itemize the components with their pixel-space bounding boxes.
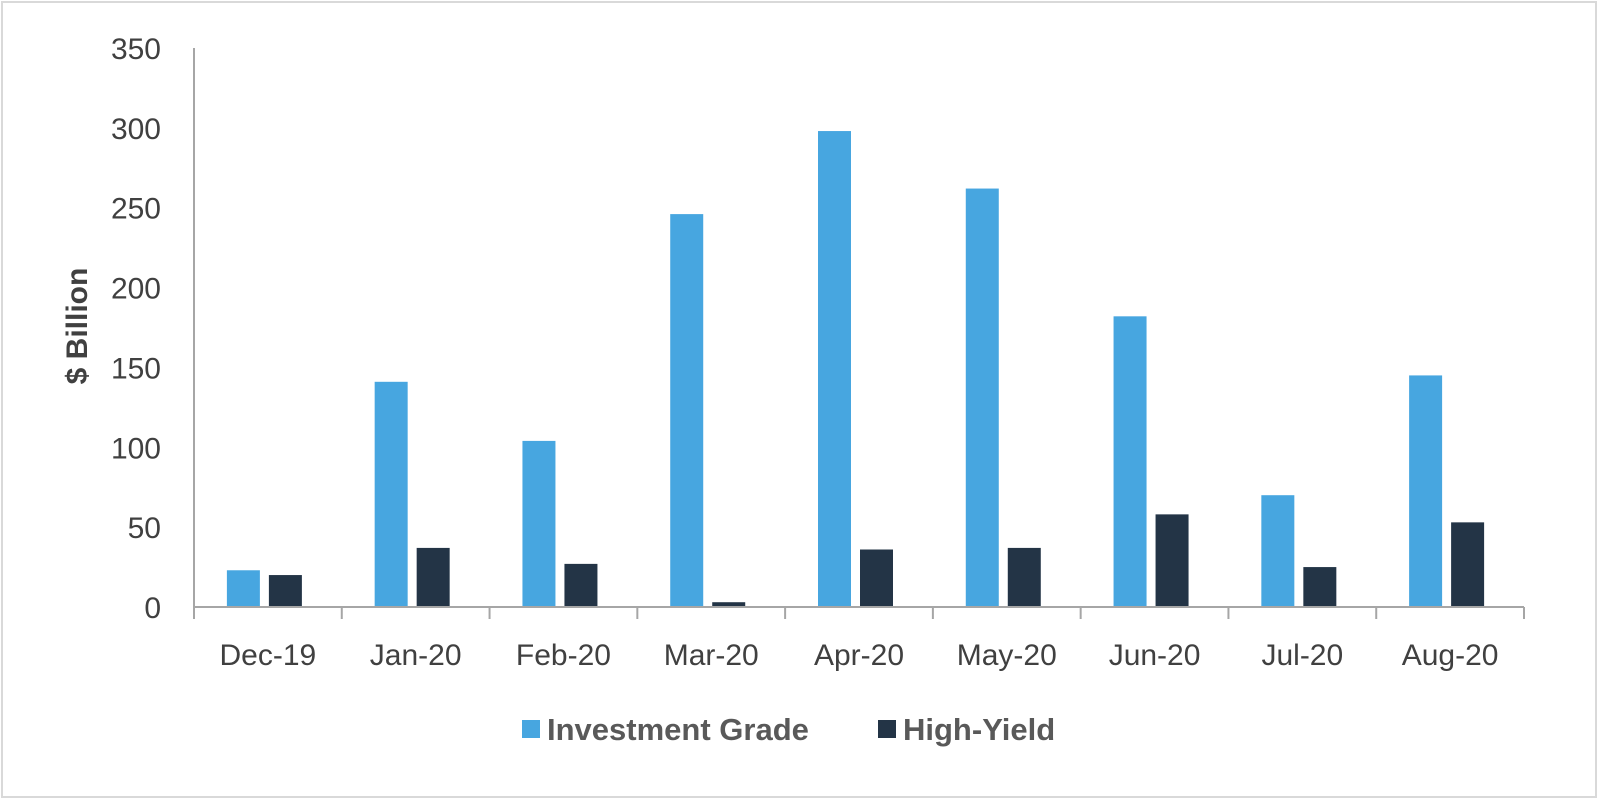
investment-grade-bar xyxy=(670,214,704,608)
y-tick-label: 200 xyxy=(111,273,161,306)
y-tick-label: 350 xyxy=(111,33,161,66)
y-tick-label: 0 xyxy=(144,592,161,625)
x-axis-tick-labels: Dec-19 Jan-20 Feb-20 Mar-20 Apr-20 May-20 Jun-… xyxy=(220,639,1499,672)
x-tick-label: Jun-20 xyxy=(1109,639,1201,672)
high-yield-bar xyxy=(1007,547,1041,607)
investment-grade-bar xyxy=(818,131,851,607)
y-tick-label: 100 xyxy=(111,432,161,465)
legend-label-investment-grade: Investment Grade xyxy=(547,712,809,747)
legend-swatch-investment-grade xyxy=(522,720,540,738)
x-tick-label: Jul-20 xyxy=(1261,639,1343,672)
high-yield-bar xyxy=(564,563,598,607)
high-yield-bar xyxy=(1155,514,1189,607)
legend: Investment Grade High-Yield xyxy=(522,712,1055,747)
x-tick-label: May-20 xyxy=(957,639,1057,672)
bar-series xyxy=(226,131,1485,608)
high-yield-bar xyxy=(860,549,893,607)
bar-chart: 0 50 100 150 200 250 300 350 Dec-19 Jan-20 Feb-20… xyxy=(61,33,1525,747)
y-tick-label: 150 xyxy=(111,352,161,385)
x-tick-label: Aug-20 xyxy=(1402,639,1499,672)
x-tick-label: Jan-20 xyxy=(370,639,462,672)
high-yield-bar xyxy=(1303,567,1337,607)
y-tick-label: 50 xyxy=(128,512,161,545)
legend-label-high-yield: High-Yield xyxy=(903,712,1055,747)
investment-grade-bar xyxy=(1113,316,1147,607)
y-axis-tick-labels: 0 50 100 150 200 250 300 350 xyxy=(111,33,161,625)
investment-grade-bar xyxy=(1409,375,1443,607)
high-yield-bar xyxy=(416,547,450,607)
axes xyxy=(193,48,1525,619)
y-tick-label: 300 xyxy=(111,113,161,146)
investment-grade-bar xyxy=(965,188,999,607)
x-tick-label: Dec-19 xyxy=(220,639,317,672)
x-tick-label: Feb-20 xyxy=(516,639,611,672)
y-tick-label: 250 xyxy=(111,193,161,226)
legend-swatch-high-yield xyxy=(878,720,896,738)
high-yield-bar xyxy=(1451,522,1485,607)
investment-grade-bar xyxy=(522,440,556,607)
high-yield-bar xyxy=(268,575,302,607)
investment-grade-bar xyxy=(226,570,260,607)
y-axis-title: $ Billion xyxy=(61,268,94,385)
investment-grade-bar xyxy=(374,381,408,607)
x-tick-label: Apr-20 xyxy=(814,639,904,672)
high-yield-bar xyxy=(712,602,746,607)
x-tick-label: Mar-20 xyxy=(664,639,759,672)
investment-grade-bar xyxy=(1261,495,1295,607)
